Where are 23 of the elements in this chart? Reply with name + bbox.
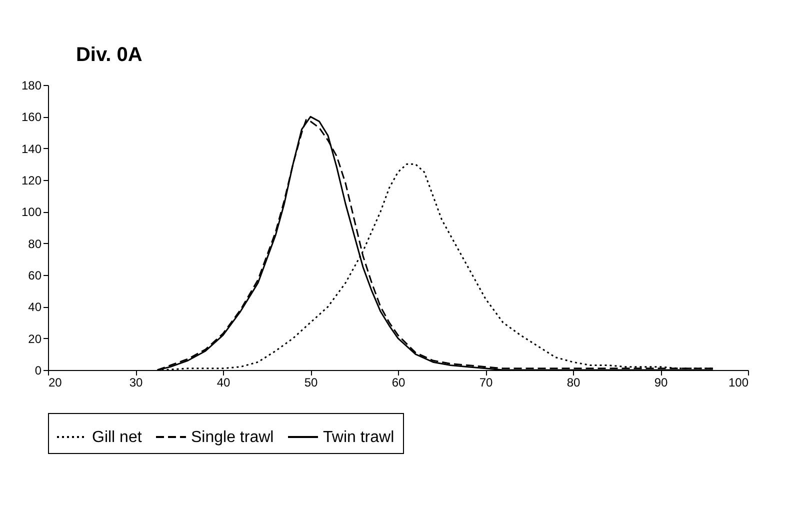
y-tick-label: 140 — [21, 142, 42, 156]
x-tick-label: 40 — [216, 376, 230, 390]
x-tick-label: 30 — [129, 376, 143, 390]
y-tick-label: 40 — [28, 300, 42, 314]
legend-label: Single trawl — [191, 429, 274, 446]
y-tick-label: 80 — [28, 236, 42, 251]
legend-label: Twin trawl — [323, 429, 394, 446]
y-tick-label: 180 — [21, 78, 42, 92]
x-tick-label: 70 — [479, 376, 493, 390]
y-tick-label: 20 — [28, 332, 42, 346]
y-tick-label: 0 — [34, 364, 42, 378]
y-tick-label: 160 — [21, 110, 42, 124]
x-tick-label: 50 — [304, 376, 318, 390]
y-tick-label: 120 — [21, 174, 42, 188]
x-tick-label: 90 — [654, 376, 668, 390]
x-tick-label: 100 — [728, 376, 749, 390]
x-tick-label: 80 — [566, 376, 580, 390]
y-tick-label: 100 — [21, 205, 42, 220]
legend-label: Gill net — [92, 429, 142, 446]
chart-title: Div. 0A — [76, 44, 142, 66]
y-tick-label: 60 — [28, 268, 42, 282]
x-tick-label: 60 — [392, 376, 406, 390]
x-tick-label: 20 — [48, 376, 62, 390]
